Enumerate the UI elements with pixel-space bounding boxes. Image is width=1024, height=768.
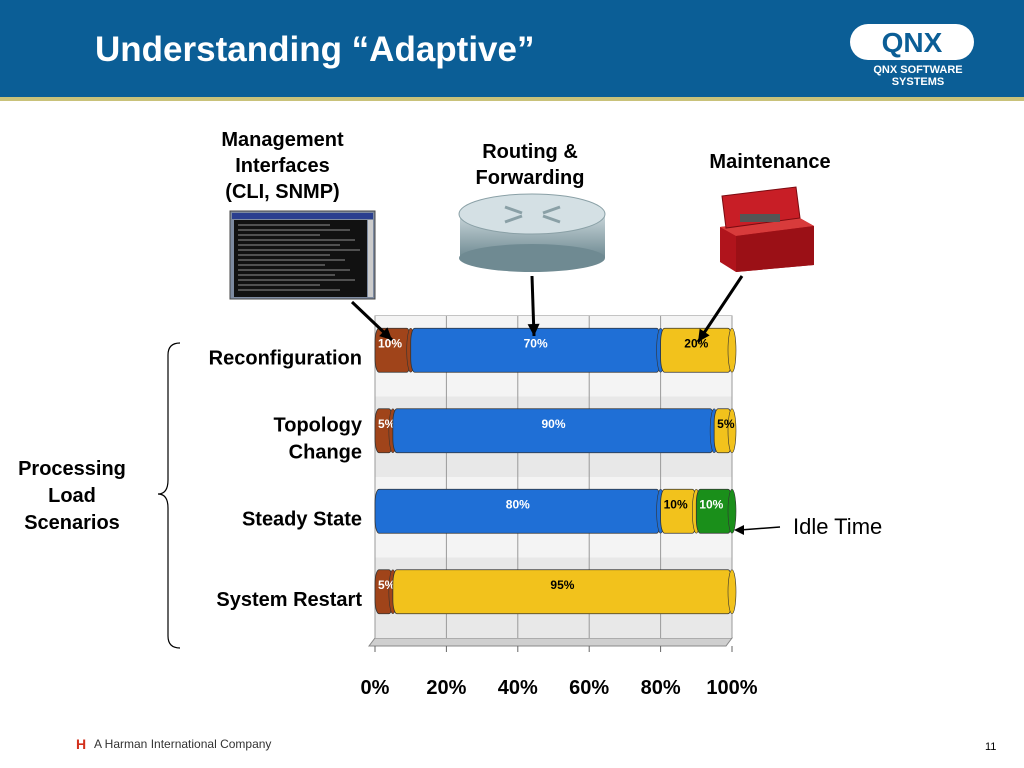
data-label: 5%	[378, 417, 396, 431]
bar-segment	[374, 488, 662, 534]
scenario-brace	[157, 342, 181, 649]
data-label: 95%	[550, 578, 574, 592]
data-label: 10%	[378, 336, 402, 350]
x-tick-label: 0%	[361, 677, 390, 699]
x-tick-label: 60%	[569, 677, 609, 699]
data-label: 20%	[684, 336, 708, 350]
maintenance-line-1: Maintenance	[709, 151, 831, 173]
page-number: 11	[985, 741, 997, 753]
plot-floor	[368, 637, 733, 647]
header-divider	[0, 97, 1024, 101]
category-label: Topology	[274, 414, 363, 436]
slide-title: Understanding “Adaptive”	[95, 30, 535, 69]
management-arrow-head	[379, 327, 392, 340]
management-line-2: Interfaces	[235, 155, 330, 177]
data-label: 80%	[506, 497, 530, 511]
management-header: Management Interfaces (CLI, SNMP)	[200, 127, 365, 205]
side-label-line-3: Scenarios	[24, 512, 120, 534]
maintenance-arrow	[696, 275, 744, 343]
category-label: Change	[289, 441, 362, 463]
x-tick-label: 40%	[498, 677, 538, 699]
data-label: 5%	[717, 417, 735, 431]
processing-load-label: Processing Load Scenarios	[2, 456, 142, 537]
category-label: System Restart	[216, 589, 362, 611]
routing-line-2: Forwarding	[475, 167, 585, 189]
bar-segment-cap	[727, 408, 737, 454]
x-tick-label: 20%	[426, 677, 466, 699]
idle-arrow	[739, 526, 781, 531]
data-label: 70%	[524, 336, 548, 350]
bar-segment	[392, 408, 715, 454]
harman-logo-icon: H	[76, 736, 87, 752]
footer-brand: A Harman International Company	[94, 737, 272, 751]
bar-segment	[660, 488, 697, 534]
routing-line-1: Routing &	[482, 141, 578, 163]
maintenance-arrow-head	[698, 328, 710, 342]
bar-segment-cap	[727, 488, 737, 534]
qnx-logo-icon: QNX	[850, 24, 974, 60]
data-label: 10%	[664, 497, 688, 511]
toolbox-icon	[720, 186, 814, 272]
bar-segment	[695, 488, 733, 534]
router-icon	[458, 193, 606, 272]
logo-subtitle: QNX SOFTWARE SYSTEMS	[873, 64, 963, 88]
x-tick-label: 100%	[706, 677, 757, 699]
x-tick-label: 80%	[641, 677, 681, 699]
category-label: Reconfiguration	[209, 347, 362, 369]
side-label-line-1: Processing	[18, 458, 126, 480]
bar-segment	[660, 327, 733, 373]
terminal-icon	[229, 210, 376, 300]
bar-segment	[392, 569, 733, 615]
bar-segment-cap	[727, 569, 737, 615]
bar-segment	[410, 327, 662, 373]
data-label: 5%	[378, 578, 396, 592]
data-label: 90%	[541, 417, 565, 431]
data-label: 10%	[699, 497, 723, 511]
idle-time-label: Idle Time	[793, 514, 883, 539]
maintenance-header: Maintenance	[690, 149, 850, 175]
routing-header: Routing & Forwarding	[455, 139, 605, 191]
bar-segment-cap	[727, 327, 737, 373]
idle-arrow-head	[734, 525, 744, 535]
side-label-line-2: Load	[48, 485, 96, 507]
management-line-3: (CLI, SNMP)	[225, 181, 340, 203]
management-line-1: Management	[221, 129, 344, 151]
category-label: Steady State	[242, 508, 362, 530]
routing-arrow-head	[527, 323, 540, 336]
logo-text: QNX	[882, 27, 943, 58]
